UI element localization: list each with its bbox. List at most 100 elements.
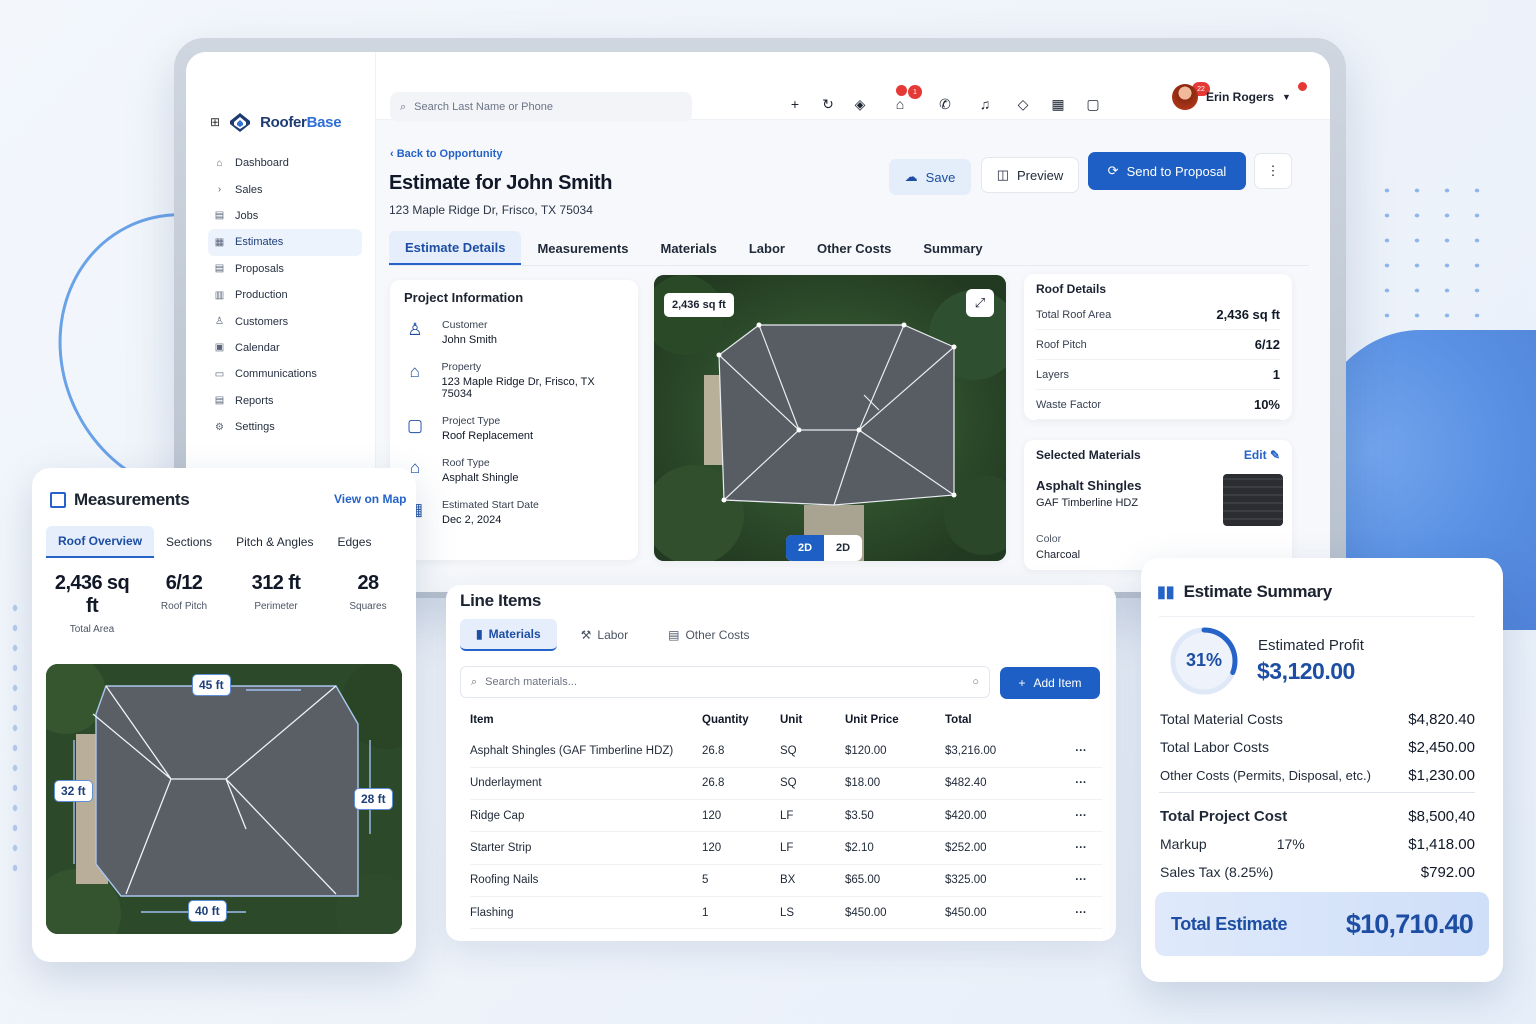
measurement-map[interactable]: 45 ft 32 ft 28 ft 40 ft [46, 664, 402, 934]
measurements-heading: Measurements [74, 490, 190, 509]
project-info-label: Project Type [442, 415, 501, 427]
cell-price: $65.00 [845, 864, 945, 897]
sidebar-item-estimates[interactable]: ▦ Estimates [208, 229, 362, 256]
estimate-summary-card: ▮▮ Estimate Summary 31% Estimated Profit… [1141, 558, 1503, 982]
measurement-tab-roof-overview[interactable]: Roof Overview [46, 526, 155, 558]
menu-icon[interactable]: ⊞ [210, 115, 221, 129]
search-input[interactable]: ⌕ Search Last Name or Phone [390, 92, 692, 122]
table-row[interactable]: Ridge Cap 120 LF $3.50 $420.00 ··· [470, 799, 1102, 833]
notification-badge: 1 [908, 85, 922, 99]
sidebar-item-label: Production [235, 289, 288, 302]
tab-other-costs[interactable]: Other Costs [816, 240, 892, 256]
row-menu-icon[interactable]: ··· [1060, 767, 1102, 801]
checkbox-dot [1298, 82, 1307, 91]
document-icon: ▦ [214, 236, 225, 248]
row-menu-icon[interactable]: ··· [1060, 735, 1102, 768]
measurement-tab-edges[interactable]: Edges [337, 535, 372, 549]
row-menu-icon[interactable]: ··· [1060, 864, 1102, 897]
tab-labor[interactable]: Labor [748, 240, 785, 256]
sidebar-item-sales[interactable]: › Sales [208, 176, 362, 202]
sidebar-item-jobs[interactable]: ▤ Jobs [208, 203, 362, 229]
measurement-tab-pitch-angles[interactable]: Pitch & Angles [236, 535, 314, 549]
tax-label: Sales Tax (8.25%) [1160, 864, 1274, 880]
materials-search-placeholder: Search materials... [485, 676, 577, 688]
navigate-icon[interactable]: ◈ [854, 96, 866, 112]
more-options-button[interactable]: ⋮ [1254, 153, 1292, 189]
save-button[interactable]: ☁ Save [889, 159, 971, 195]
stat-label: Perimeter [254, 601, 298, 612]
sidebar-item-proposals[interactable]: ▤ Proposals [208, 256, 362, 282]
line-items-tab-labor[interactable]: ⚒ Labor [565, 619, 644, 651]
row-menu-icon[interactable]: ··· [1060, 831, 1102, 865]
tab-summary[interactable]: Summary [923, 240, 983, 256]
measurement-tab-sections[interactable]: Sections [166, 535, 213, 549]
brand-name: RooferBase [260, 113, 342, 131]
add-item-button[interactable]: + Add Item [1000, 667, 1100, 699]
chat-icon: ▭ [214, 368, 225, 380]
total-estimate-value: $10,710.40 [1345, 908, 1474, 939]
roof-detail-value: 1 [1272, 367, 1280, 382]
checkbox-icon[interactable]: ▢ [1086, 96, 1100, 112]
refresh-icon[interactable]: ↻ [822, 96, 834, 112]
cell-qty: 26.8 [702, 767, 780, 801]
column-header: Item [470, 714, 494, 726]
roof-detail-row: Roof Pitch 6/12 [1036, 330, 1280, 360]
calendar-icon[interactable]: ▦ [1051, 96, 1065, 112]
dimension-right: 28 ft [354, 788, 393, 810]
back-link[interactable]: ‹ Back to Opportunity [390, 148, 502, 160]
cell-unit: BX [780, 864, 845, 897]
table-row[interactable]: Underlayment 26.8 SQ $18.00 $482.40 ··· [470, 767, 1102, 801]
table-row[interactable]: Starter Strip 120 LF $2.10 $252.00 ··· [470, 831, 1102, 865]
shingle-swatch-image [1223, 474, 1283, 526]
cell-unit: SQ [780, 735, 845, 768]
profit-ring: 31% [1169, 626, 1239, 696]
cell-item: Flashing [470, 896, 702, 930]
plus-icon[interactable]: + [790, 96, 800, 112]
tab-measurements[interactable]: Measurements [537, 240, 629, 256]
tax-value: $792.00 [1420, 863, 1475, 881]
sidebar-item-settings[interactable]: ⚙ Settings [208, 414, 362, 440]
project-info-value: 123 Maple Ridge Dr, Frisco, TX 75034 [441, 376, 595, 400]
row-menu-icon[interactable]: ··· [1060, 896, 1102, 930]
roof-map[interactable]: 2,436 sq ft ⤢ 2D 2D [654, 275, 1006, 561]
expand-icon[interactable]: ⤢ [966, 289, 994, 317]
cell-total: $252.00 [945, 831, 1060, 865]
view-on-map-link[interactable]: View on Map [334, 492, 407, 506]
materials-search-input[interactable]: ⌕ Search materials... ○ [460, 666, 990, 698]
edit-link[interactable]: Edit ✎ [1244, 448, 1280, 462]
user-menu[interactable]: Erin Rogers ▼ [1172, 84, 1291, 110]
table-row[interactable]: Flashing 1 LS $450.00 $450.00 ··· [470, 896, 1102, 930]
tag-icon[interactable]: ◇ [1017, 96, 1029, 112]
cell-price: $18.00 [845, 767, 945, 801]
project-info-value: John Smith [442, 334, 498, 346]
cell-total: $420.00 [945, 799, 1060, 833]
phone-icon[interactable]: ✆ [939, 96, 951, 112]
sidebar-item-customers[interactable]: ♙ Customers [208, 308, 362, 334]
project-info-row: ▢ Project Type Roof Replacement [404, 415, 624, 442]
stat-value: 2,436 sq ft [54, 572, 130, 617]
preview-button[interactable]: ◫ Preview [981, 157, 1079, 193]
gear-icon: ⚙ [215, 421, 224, 433]
inbox-icon[interactable]: ⌂ [895, 96, 905, 112]
sidebar-item-communications[interactable]: ▭ Communications [208, 361, 362, 387]
table-row[interactable]: Roofing Nails 5 BX $65.00 $325.00 ··· [470, 864, 1102, 897]
row-menu-icon[interactable]: ··· [1060, 799, 1102, 833]
table-row[interactable]: Asphalt Shingles (GAF Timberline HDZ) 26.… [470, 735, 1102, 768]
app-logo[interactable]: ⊞ RooferBase [210, 110, 342, 134]
tab-estimate-details[interactable]: Estimate Details [389, 231, 522, 265]
more-vertical-icon: ⋮ [1266, 163, 1280, 178]
line-items-tab-other-costs[interactable]: ▤ Other Costs [652, 619, 765, 651]
sidebar-item-dashboard[interactable]: ⌂ Dashboard [208, 150, 362, 176]
cell-unit: SQ [780, 767, 845, 801]
profit-ring-chart [1170, 627, 1238, 695]
sidebar-item-production[interactable]: ▥ Production [208, 282, 362, 308]
line-items-tab-materials[interactable]: ▮ Materials [460, 619, 557, 651]
sidebar-item-calendar[interactable]: ▣ Calendar [208, 335, 362, 361]
sidebar-item-reports[interactable]: ▤ Reports [208, 388, 362, 414]
dimension-left: 32 ft [54, 780, 93, 802]
toggle-2d-active[interactable]: 2D [786, 535, 824, 561]
toggle-2d[interactable]: 2D [835, 542, 851, 554]
bell-icon[interactable]: ♫ [979, 96, 991, 112]
send-to-proposal-button[interactable]: ⟳ Send to Proposal [1088, 152, 1246, 190]
tab-materials[interactable]: Materials [660, 240, 717, 256]
